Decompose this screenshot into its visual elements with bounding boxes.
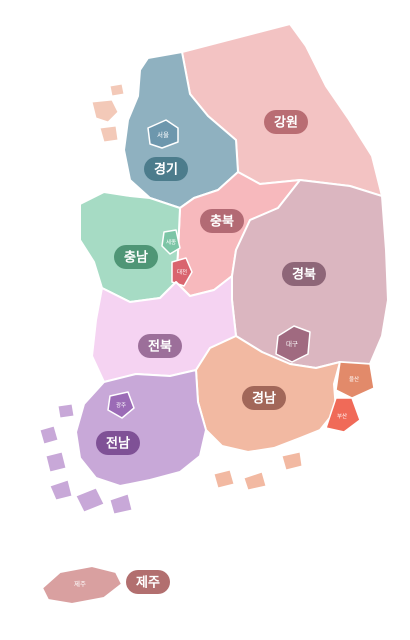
jeju-city-label: 제주 (74, 580, 86, 588)
gwangju-label: 광주 (116, 402, 126, 409)
gyeongbuk-label: 경북 (292, 267, 316, 283)
gyeonggi-label: 경기 (154, 162, 178, 178)
sejong-label: 세종 (166, 238, 176, 246)
island-north (110, 84, 124, 96)
chungnam-label: 충남 (124, 250, 148, 266)
label-gangwon: 강원 (264, 110, 308, 134)
island-sw-5 (76, 488, 104, 512)
jeonnam-label: 전남 (106, 436, 130, 452)
island-s-2 (244, 472, 266, 490)
island-ganghwa (92, 100, 118, 122)
label-jeju: 제주 (126, 570, 170, 594)
chungbuk-label: 충북 (210, 214, 234, 230)
seoul-label: 서울 (157, 130, 169, 139)
island-sw-6 (110, 494, 132, 514)
label-chungnam: 충남 (114, 245, 158, 269)
island-sw-2 (40, 426, 58, 444)
island-yeongjong (100, 126, 118, 142)
label-gyeongnam: 경남 (242, 386, 286, 410)
island-sw-4 (50, 480, 72, 500)
gyeongnam-label: 경남 (252, 391, 276, 407)
ulsan-label: 울산 (349, 375, 359, 383)
label-gyeonggi: 경기 (144, 157, 188, 181)
label-jeonnam: 전남 (96, 431, 140, 455)
label-jeonbuk: 전북 (138, 334, 182, 358)
busan-label: 부산 (337, 412, 347, 420)
label-chungbuk: 충북 (200, 209, 244, 233)
daejeon-label: 대전 (177, 268, 187, 276)
island-sw-1 (58, 404, 74, 418)
island-sw-3 (46, 452, 66, 472)
island-s-3 (282, 452, 302, 470)
jeonbuk-label: 전북 (148, 339, 172, 355)
label-gyeongbuk: 경북 (282, 262, 326, 286)
daegu-label: 대구 (286, 340, 298, 348)
gangwon-label: 강원 (274, 115, 298, 131)
region-jeonnam[interactable] (76, 370, 206, 486)
jeju-label: 제주 (136, 576, 160, 591)
island-s-1 (214, 470, 234, 488)
